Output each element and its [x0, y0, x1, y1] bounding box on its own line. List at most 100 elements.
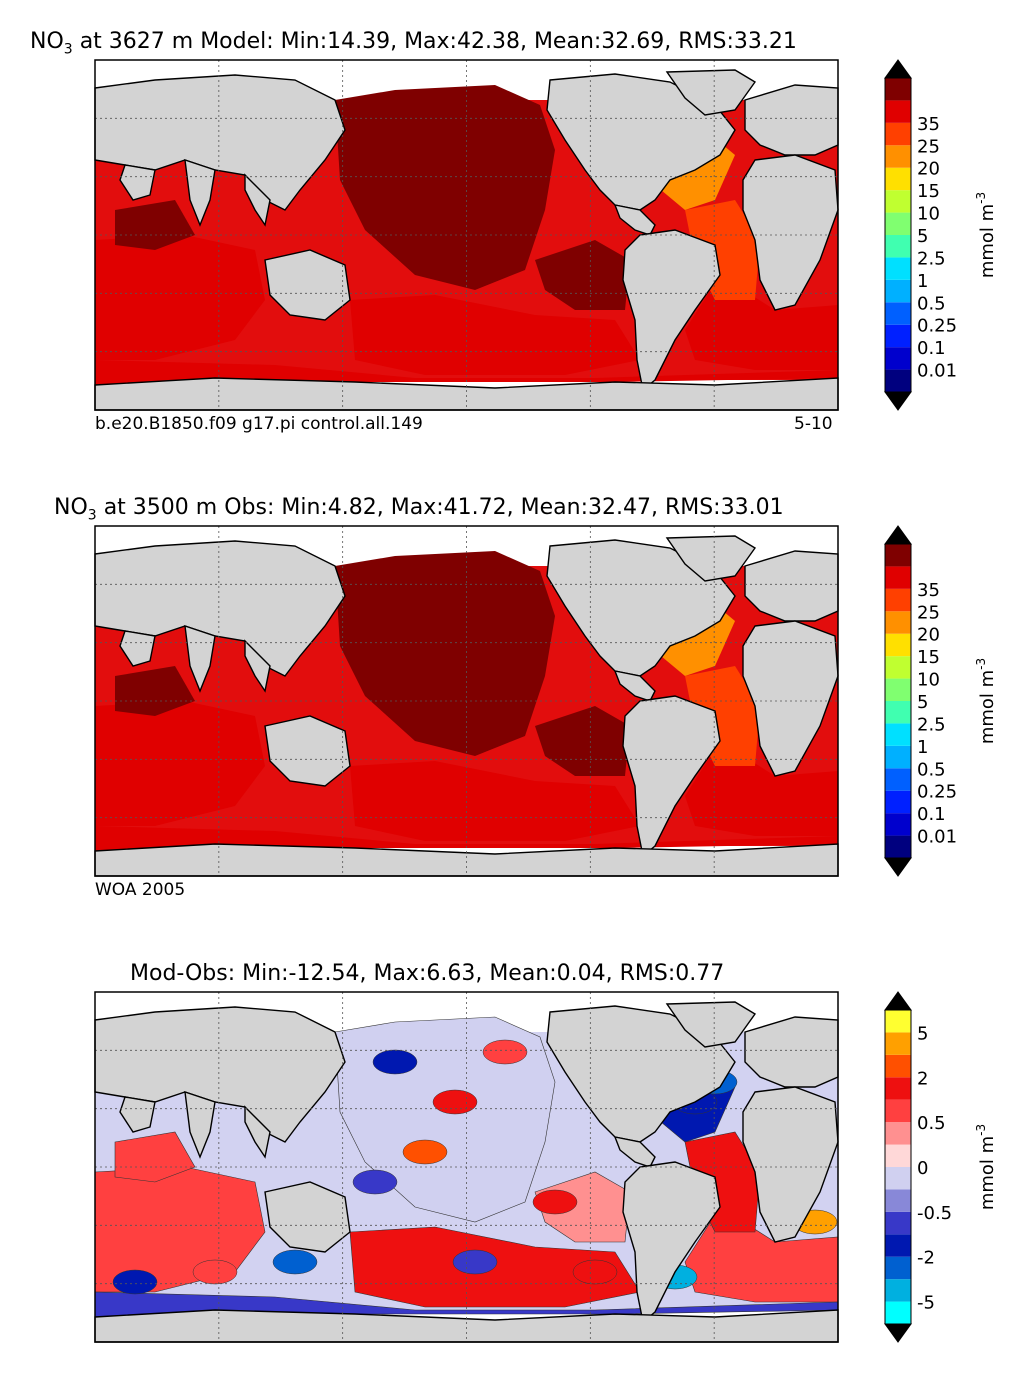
colorbar-frame: [884, 77, 912, 393]
colorbar-tick-label-9: 20: [917, 159, 940, 180]
colorbar-segment-9: [885, 1099, 911, 1123]
diff-patch-7: [192, 1259, 238, 1285]
colorbar-arrow-bottom: [884, 857, 912, 877]
colorbar-segment-2: [885, 1256, 911, 1280]
ocean-region-0: [335, 85, 555, 290]
colorbar-tick-label-4: 0.5: [917, 1113, 946, 1134]
ocean-region-1: [534, 1171, 631, 1243]
ocean-region-3: [350, 761, 640, 841]
ocean-region-2: [95, 235, 265, 360]
colorbar-segment-8: [885, 656, 911, 679]
caption-case-name: b.e20.B1850.f09 g17.pi control.all.149: [95, 414, 423, 434]
colorbar-segment-9: [885, 633, 911, 657]
panel-title-obs: NO3 at 3500 m Obs: Min:4.82, Max:41.72, …: [54, 495, 784, 523]
colorbar-segment-1: [885, 813, 911, 836]
title-main: Mod-Obs: Min:-12.54, Max:6.63, Mean:0.04…: [130, 961, 725, 986]
colorbar-arrow-top: [884, 59, 912, 79]
colorbar-tick-label-1: -2: [917, 1248, 935, 1269]
colorbar-tick-label-6: 5: [917, 1023, 928, 1044]
colorbar-tick-label-5: 2: [917, 1068, 928, 1089]
colorbar-arrow-top: [884, 525, 912, 545]
colorbar-segment-2: [885, 324, 911, 348]
colorbar-tick-label-0: 0.01: [917, 827, 957, 848]
ocean-region-8: [115, 666, 195, 716]
colorbar-tick-label-2: 0.25: [917, 782, 957, 803]
diff-patch-1: [432, 1089, 478, 1115]
colorbar-tick-label-1: 0.1: [917, 804, 946, 825]
colorbar-tick-label-5: 2.5: [917, 248, 946, 269]
colorbar-segment-11: [885, 122, 911, 146]
map-frame: [94, 59, 839, 411]
colorbar-tick-label-11: 35: [917, 580, 940, 601]
colorbar-segment-4: [885, 745, 911, 769]
colorbar-segment-10: [885, 145, 911, 168]
colorbar-tick-label-7: 10: [917, 670, 940, 691]
title-sub: 3: [63, 41, 73, 58]
colorbar-unit-label: mmol m-3: [974, 192, 998, 278]
colorbar-segment-7: [885, 1144, 911, 1167]
ocean-region-2: [95, 701, 265, 826]
colorbar-tick-label-4: 1: [917, 737, 928, 758]
map-frame: [94, 991, 839, 1343]
colorbar-tick-label-7: 10: [917, 204, 940, 225]
title-main: NO: [30, 29, 64, 54]
colorbar-segment-13: [885, 544, 911, 567]
colorbar-segment-10: [885, 611, 911, 634]
colorbar-segment-5: [885, 1189, 911, 1212]
diff-patch-5: [532, 1189, 578, 1215]
colorbar-frame: [884, 543, 912, 859]
colorbar-2: -5 -2 -0.5 0 0.5 2 5 mmol m-3: [884, 991, 998, 1343]
colorbar-segment-0: [885, 835, 911, 858]
colorbar-tick-label-6: 5: [917, 692, 928, 713]
colorbar-tick-label-6: 5: [917, 226, 928, 247]
colorbar-segment-3: [885, 1234, 911, 1257]
ocean-region-8: [114, 1131, 196, 1183]
colorbar-tick-label-2: -0.5: [917, 1203, 952, 1224]
title-sub: 3: [87, 507, 97, 524]
panel-title-diff: Mod-Obs: Min:-12.54, Max:6.63, Mean:0.04…: [130, 961, 724, 986]
colorbar-segment-11: [885, 1054, 911, 1078]
colorbar-tick-label-0: 0.01: [917, 361, 957, 382]
colorbar-segment-8: [885, 1122, 911, 1145]
diff-patch-0: [372, 1049, 418, 1075]
ocean-region-1: [535, 240, 630, 310]
colorbar-segment-7: [885, 212, 911, 235]
colorbar-unit-label: mmol m-3: [974, 658, 998, 744]
diff-patch-8: [112, 1269, 158, 1295]
colorbar-segment-12: [885, 566, 911, 589]
diff-patch-2: [482, 1039, 528, 1065]
colorbar-tick-label-0: -5: [917, 1293, 935, 1314]
colorbar-tick-label-3: 0.5: [917, 293, 946, 314]
colorbar-tick-label-3: 0: [917, 1158, 928, 1179]
caption-years: 5-10: [794, 414, 833, 434]
colorbar-segment-4: [885, 1211, 911, 1235]
title-rest: at 3627 m Model: Min:14.39, Max:42.38, M…: [72, 29, 797, 54]
colorbar-segment-8: [885, 190, 911, 213]
colorbar-segment-4: [885, 279, 911, 303]
map-panel-0: [94, 59, 839, 411]
map-frame: [94, 525, 839, 877]
colorbar-segment-0: [885, 369, 911, 392]
colorbar-unit-label: mmol m-3: [974, 1124, 998, 1210]
colorbar-segment-3: [885, 302, 911, 325]
caption-obs-source: WOA 2005: [95, 880, 186, 900]
colorbar-segment-1: [885, 1279, 911, 1302]
map-panel-2: [94, 991, 839, 1343]
title-rest: at 3500 m Obs: Min:4.82, Max:41.72, Mean…: [96, 495, 784, 520]
colorbar-arrow-bottom: [884, 391, 912, 411]
colorbar-segment-6: [885, 701, 911, 724]
ocean-region-0: [335, 551, 555, 756]
colorbar-segment-5: [885, 257, 911, 280]
colorbar-tick-label-1: 0.1: [917, 338, 946, 359]
colorbar-segment-6: [885, 1167, 911, 1190]
diff-patch-4: [352, 1169, 398, 1195]
colorbar-segment-1: [885, 347, 911, 370]
colorbar-segment-12: [885, 100, 911, 123]
colorbar-tick-label-3: 0.5: [917, 759, 946, 780]
colorbar-segment-13: [885, 78, 911, 101]
diff-patch-3: [402, 1139, 448, 1165]
map-panel-1: [94, 525, 839, 877]
